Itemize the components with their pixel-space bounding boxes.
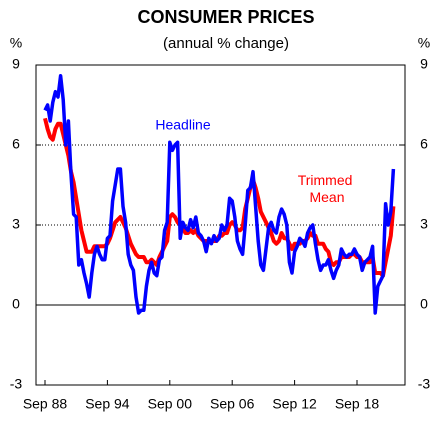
y2-tick-label: 9 [420,56,428,72]
y2-tick-label: 0 [420,296,428,312]
x-tick-label: Sep 18 [335,396,380,412]
y2-axis-label: % [418,35,430,51]
x-tick-label: Sep 00 [148,396,193,412]
x-tick-label: Sep 06 [210,396,255,412]
y-tick-label: 9 [12,56,20,72]
y-tick-label: 3 [12,216,20,232]
x-tick-label: Sep 94 [85,396,130,412]
x-tick-label: Sep 88 [23,396,68,412]
y2-tick-label: 6 [420,136,428,152]
y2-tick-label: 3 [420,216,428,232]
y-tick-label: -3 [10,376,23,392]
series-label-line: Trimmed [298,172,357,188]
y-axis-label: % [10,35,22,51]
y2-tick-label: -3 [418,376,431,392]
line-series [43,73,396,315]
series-label-line: Mean [309,189,344,205]
series-label: Trimmed Mean [298,172,357,205]
series-label: Headline [155,117,210,133]
y-tick-label: 6 [12,136,20,152]
chart-subtitle: (annual % change) [163,35,289,52]
x-tick-label: Sep 12 [272,396,317,412]
chart-title: CONSUMER PRICES [137,7,314,27]
y-tick-label: 0 [12,296,20,312]
